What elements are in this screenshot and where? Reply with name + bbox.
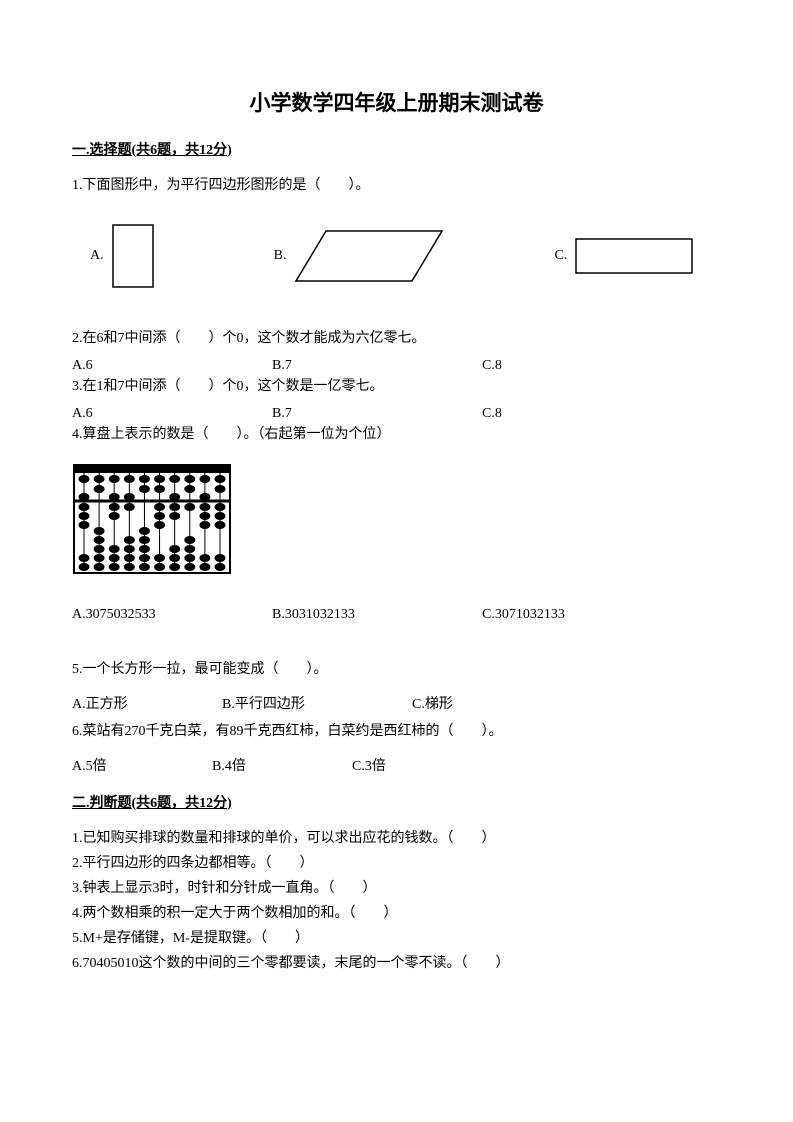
abacus-svg — [72, 463, 232, 575]
q3-text: 3.在1和7中间添（ ）个0，这个数是一亿零七。 — [72, 376, 721, 397]
j1: 1.已知购买排球的数量和排球的单价，可以求出应花的钱数。（ ） — [72, 828, 721, 849]
q3-opt-a: A.6 — [72, 403, 272, 424]
q3-options: A.6 B.7 C.8 — [72, 403, 721, 424]
q5-opt-a: A.正方形 — [72, 694, 222, 715]
j5: 5.M+是存储键，M-是提取键。（ ） — [72, 928, 721, 949]
shape-parallelogram-b — [294, 229, 444, 283]
section2-header: 二.判断题(共6题，共12分) — [72, 793, 721, 814]
j2: 2.平行四边形的四条边都相等。（ ） — [72, 853, 721, 874]
q5-text: 5.一个长方形一拉，最可能变成（ ）。 — [72, 659, 721, 680]
q1-label-c: C. — [554, 245, 567, 266]
q2-options: A.6 B.7 C.8 — [72, 355, 721, 376]
shape-rectangle-a — [112, 224, 154, 288]
q6-opt-a: A.5倍 — [72, 756, 212, 777]
judge-list: 1.已知购买排球的数量和排球的单价，可以求出应花的钱数。（ ） 2.平行四边形的… — [72, 828, 721, 974]
q4-opt-a: A.3075032533 — [72, 604, 272, 625]
q1-label-b: B. — [274, 245, 287, 266]
shape-rectangle-c — [575, 238, 693, 274]
q5-opt-c: C.梯形 — [412, 694, 453, 715]
q6-text: 6.菜站有270千克白菜，有89千克西红柿，白菜约是西红柿的（ ）。 — [72, 721, 721, 742]
q1-label-a: A. — [90, 245, 104, 266]
q5-options: A.正方形 B.平行四边形 C.梯形 — [72, 694, 721, 715]
q3-opt-b: B.7 — [272, 403, 482, 424]
q2-text: 2.在6和7中间添（ ）个0，这个数才能成为六亿零七。 — [72, 328, 721, 349]
j6: 6.70405010这个数的中间的三个零都要读，末尾的一个零不读。（ ） — [72, 953, 721, 974]
q2-opt-a: A.6 — [72, 355, 272, 376]
j4: 4.两个数相乘的积一定大于两个数相加的和。（ ） — [72, 903, 721, 924]
q6-opt-c: C.3倍 — [352, 756, 386, 777]
abacus-figure — [72, 463, 721, 582]
q3-opt-c: C.8 — [482, 403, 502, 424]
q1-text: 1.下面图形中，为平行四边形图形的是（ ）。 — [72, 175, 721, 196]
q4-opt-b: B.3031032133 — [272, 604, 482, 625]
q4-opt-c: C.3071032133 — [482, 604, 565, 625]
q1-shapes: A. B. C. — [72, 224, 721, 288]
q2-opt-b: B.7 — [272, 355, 482, 376]
q4-options: A.3075032533 B.3031032133 C.3071032133 — [72, 604, 721, 625]
page-title: 小学数学四年级上册期末测试卷 — [72, 88, 721, 120]
q6-opt-b: B.4倍 — [212, 756, 352, 777]
q5-opt-b: B.平行四边形 — [222, 694, 412, 715]
q4-text: 4.算盘上表示的数是（ ）。（右起第一位为个位） — [72, 424, 721, 445]
q2-opt-c: C.8 — [482, 355, 502, 376]
section1-header: 一.选择题(共6题，共12分) — [72, 140, 721, 161]
j3: 3.钟表上显示3时，时针和分针成一直角。（ ） — [72, 878, 721, 899]
q6-options: A.5倍 B.4倍 C.3倍 — [72, 756, 721, 777]
